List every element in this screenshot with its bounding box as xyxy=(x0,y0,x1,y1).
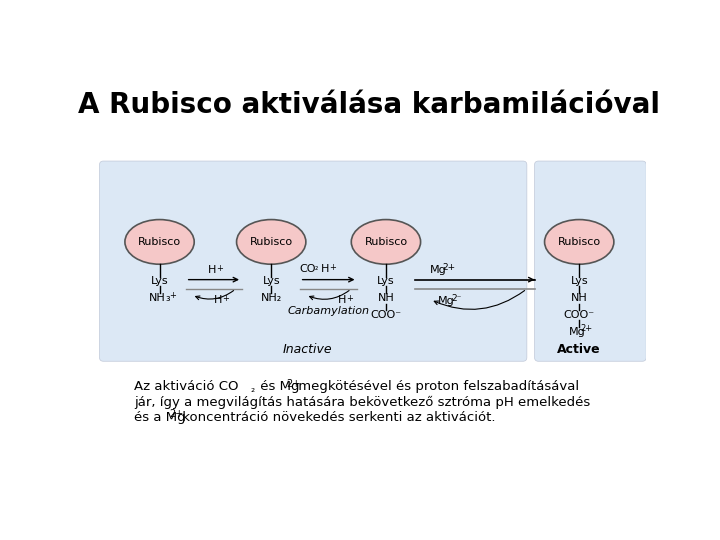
Text: H: H xyxy=(208,265,217,275)
Text: Rubisco: Rubisco xyxy=(558,237,600,247)
Text: A Rubisco aktiválása karbamilációval: A Rubisco aktiválása karbamilációval xyxy=(78,91,660,119)
Text: megkötésével és proton felszabadításával: megkötésével és proton felszabadításával xyxy=(294,380,580,393)
Ellipse shape xyxy=(544,220,614,264)
Text: COO⁻: COO⁻ xyxy=(370,310,402,320)
Text: COO⁻: COO⁻ xyxy=(564,310,595,320)
Text: 2+: 2+ xyxy=(286,379,300,389)
Text: Lys: Lys xyxy=(377,276,395,286)
Text: NH₂: NH₂ xyxy=(261,293,282,303)
Text: jár, így a megvilágítás hatására bekövetkező sztróma pH emelkedés: jár, így a megvilágítás hatására bekövet… xyxy=(134,395,590,409)
Text: H: H xyxy=(321,264,329,274)
Text: Lys: Lys xyxy=(150,276,168,286)
FancyBboxPatch shape xyxy=(534,161,647,361)
Text: ₃: ₃ xyxy=(166,293,171,303)
Text: Mg: Mg xyxy=(430,265,446,275)
Text: 2+: 2+ xyxy=(168,409,183,420)
Text: NH: NH xyxy=(377,293,395,303)
Text: Az aktiváció CO: Az aktiváció CO xyxy=(134,380,238,393)
Text: Mg: Mg xyxy=(569,327,585,337)
Text: NH: NH xyxy=(571,293,588,303)
Text: Mg: Mg xyxy=(438,296,454,306)
Text: Inactive: Inactive xyxy=(282,343,332,356)
Text: Rubisco: Rubisco xyxy=(364,237,408,247)
Ellipse shape xyxy=(237,220,306,264)
Text: +: + xyxy=(217,265,223,273)
Text: ₂: ₂ xyxy=(251,384,255,394)
Text: H: H xyxy=(338,295,346,305)
Ellipse shape xyxy=(351,220,420,264)
Text: +: + xyxy=(169,291,176,300)
Text: Lys: Lys xyxy=(262,276,280,286)
Text: koncentráció növekedés serkenti az aktivációt.: koncentráció növekedés serkenti az aktiv… xyxy=(178,411,495,424)
Text: Rubisco: Rubisco xyxy=(250,237,293,247)
Text: CO: CO xyxy=(299,264,315,274)
Text: Carbamylation: Carbamylation xyxy=(288,306,370,316)
Ellipse shape xyxy=(125,220,194,264)
Text: H: H xyxy=(214,295,222,305)
Text: és a Mg: és a Mg xyxy=(134,411,186,424)
Text: Lys: Lys xyxy=(570,276,588,286)
Text: +: + xyxy=(346,294,354,302)
Text: 2+: 2+ xyxy=(443,263,456,272)
FancyBboxPatch shape xyxy=(99,161,527,361)
Text: +: + xyxy=(329,263,336,272)
Text: 2+: 2+ xyxy=(581,323,593,333)
Text: +: + xyxy=(222,294,229,302)
Text: és Mg: és Mg xyxy=(256,380,300,393)
Text: ₂: ₂ xyxy=(315,263,318,272)
Text: 2⁻: 2⁻ xyxy=(451,294,462,303)
Text: Rubisco: Rubisco xyxy=(138,237,181,247)
Text: NH: NH xyxy=(149,293,166,303)
Text: Active: Active xyxy=(557,343,601,356)
